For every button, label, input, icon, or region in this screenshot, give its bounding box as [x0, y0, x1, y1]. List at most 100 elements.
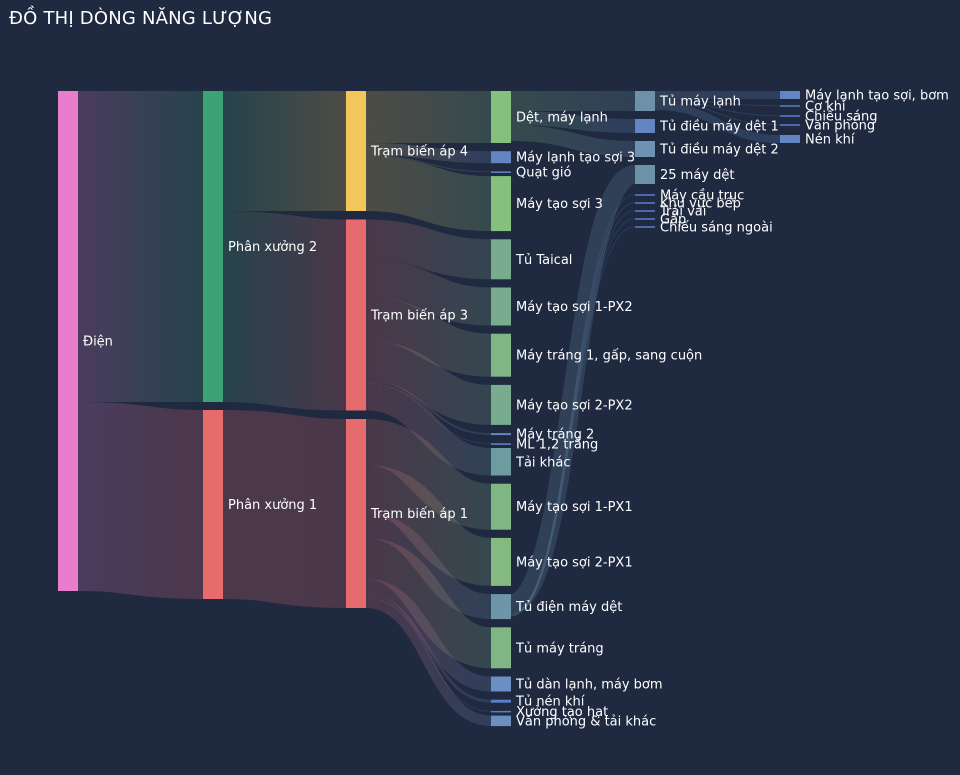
- sankey-node-nk[interactable]: [780, 135, 800, 143]
- sankey-link-tba1-tdl[interactable]: [365, 579, 492, 692]
- sankey-link-tdmd-gap[interactable]: [510, 218, 636, 616]
- sankey-node-label: Dệt, máy lạnh: [516, 111, 608, 126]
- sankey-node-label: Quạt gió: [516, 166, 572, 181]
- sankey-node-label: Chiếu sáng ngoài: [660, 221, 773, 236]
- sankey-link-tba1-mts2px1[interactable]: [364, 465, 493, 586]
- sankey-node-px1[interactable]: [203, 410, 223, 599]
- sankey-node-label: Máy tráng 1, gấp, sang cuộn: [516, 349, 702, 364]
- sankey-node-tmt[interactable]: [491, 627, 511, 669]
- sankey-node-label: Trạm biến áp 4: [370, 145, 468, 160]
- sankey-node-mct[interactable]: [635, 194, 655, 196]
- sankey-link-tba3-mt1[interactable]: [365, 297, 492, 377]
- sankey-link-tdmd-mct[interactable]: [510, 194, 636, 614]
- sankey-node-xth[interactable]: [491, 710, 511, 713]
- sankey-node-label: Máy cầu trục: [660, 189, 744, 204]
- sankey-link-tml-vph[interactable]: [654, 101, 781, 126]
- sankey-node-tdmd[interactable]: [491, 594, 511, 620]
- sankey-node-tba1[interactable]: [346, 419, 366, 608]
- sankey-link-tba1-tdmd[interactable]: [365, 513, 492, 620]
- sankey-node-label: Tủ máy tráng: [515, 641, 604, 656]
- sankey-link-tml-nk[interactable]: [654, 102, 781, 143]
- sankey-node-label: Máy lạnh tạo sợi 3: [516, 151, 635, 166]
- sankey-node-tba3[interactable]: [346, 219, 366, 411]
- sankey-link-tba3-mts1px2[interactable]: [365, 259, 492, 326]
- sankey-node-label: Xưởng tạo hạt: [516, 705, 608, 720]
- sankey-node-label: Tủ điện máy dệt: [515, 600, 622, 615]
- sankey-node-mlts3[interactable]: [491, 151, 511, 164]
- sankey-node-mltsb[interactable]: [780, 91, 800, 99]
- sankey-link-tba1-tnk[interactable]: [365, 594, 492, 703]
- sankey-node-ck[interactable]: [780, 105, 800, 107]
- sankey-node-label: Văn phòng & tải khác: [516, 714, 656, 729]
- sankey-node-cs[interactable]: [780, 115, 800, 117]
- sankey-node-mts1px1[interactable]: [491, 483, 511, 530]
- sankey-node-mts2px2[interactable]: [491, 384, 511, 425]
- chart-title: ĐỒ THỊ DÒNG NĂNG LƯỢNG: [9, 8, 273, 29]
- sankey-node-vph[interactable]: [780, 124, 800, 126]
- sankey-node-mt1[interactable]: [491, 333, 511, 377]
- sankey-node-tba4[interactable]: [346, 91, 366, 211]
- sankey-node-px2[interactable]: [203, 91, 223, 402]
- sankey-node-taikhac[interactable]: [491, 448, 511, 476]
- sankey-node-csn[interactable]: [635, 226, 655, 228]
- sankey-node-label: Tủ điều máy dệt 1: [659, 120, 779, 135]
- sankey-link-tba4-mlts3[interactable]: [365, 143, 492, 164]
- sankey-node-mt2[interactable]: [491, 433, 511, 436]
- sankey-node-label: Chiếu sáng: [805, 110, 878, 125]
- sankey-node-dien[interactable]: [58, 91, 78, 591]
- sankey-node-kvb[interactable]: [635, 202, 655, 204]
- sankey-node-label: Tủ nén khí: [515, 695, 585, 710]
- sankey-node-label: Phân xưởng 2: [228, 240, 317, 255]
- sankey-link-tdmd-csn[interactable]: [510, 226, 636, 617]
- sankey-node-tv[interactable]: [635, 210, 655, 212]
- sankey-node-taical[interactable]: [491, 239, 511, 280]
- sankey-node-mts1px2[interactable]: [491, 287, 511, 326]
- sankey-link-tba1-vp[interactable]: [365, 597, 492, 727]
- sankey-node-vp[interactable]: [491, 715, 511, 727]
- sankey-node-label: Nén khí: [805, 133, 855, 148]
- sankey-link-tba3-mts2px2[interactable]: [365, 340, 492, 425]
- sankey-node-d25[interactable]: [635, 165, 655, 184]
- sankey-link-px1-tba1[interactable]: [221, 410, 348, 608]
- sankey-node-label: Tủ Taical: [515, 253, 572, 268]
- sankey-node-tnk[interactable]: [491, 699, 511, 703]
- sankey-link-tba4-quat[interactable]: [365, 155, 492, 173]
- sankey-node-label: ML 1,2 trắng: [516, 438, 598, 453]
- sankey-node-label: Máy tạo sợi 2-PX1: [516, 555, 633, 570]
- sankey-node-tdl[interactable]: [491, 676, 511, 692]
- sankey-node-quat[interactable]: [491, 171, 511, 173]
- sankey-node-label: Trạm biến áp 3: [370, 309, 468, 324]
- sankey-link-tba1-tmt[interactable]: [364, 538, 493, 669]
- sankey-link-det-tdmd2[interactable]: [510, 125, 636, 157]
- sankey-node-mts3[interactable]: [491, 176, 511, 232]
- sankey-node-label: Cơ khí: [805, 100, 846, 115]
- sankey-link-tml-cs[interactable]: [654, 100, 781, 117]
- sankey-link-tdmd-d25[interactable]: [508, 165, 638, 614]
- sankey-link-tba3-mt2[interactable]: [365, 380, 492, 436]
- sankey-link-tdmd-kvb[interactable]: [510, 202, 636, 615]
- sankey-node-label: Phân xưởng 1: [228, 498, 317, 513]
- sankey-node-label: Trải vải: [659, 205, 706, 220]
- sankey-node-tdmd1[interactable]: [635, 119, 655, 133]
- sankey-link-tba4-mts3[interactable]: [365, 156, 492, 232]
- sankey-node-tml[interactable]: [635, 91, 655, 111]
- sankey-node-label: Máy tạo sợi 1-PX2: [516, 300, 633, 315]
- sankey-node-tdmd2[interactable]: [635, 141, 655, 157]
- sankey-node-mts2px1[interactable]: [491, 537, 511, 586]
- sankey-link-tba3-taikhac[interactable]: [365, 383, 492, 476]
- sankey-node-label: Máy tráng 2: [516, 428, 594, 443]
- sankey-link-tba1-mts1px1[interactable]: [364, 419, 493, 530]
- sankey-node-det[interactable]: [491, 91, 511, 143]
- sankey-link-px2-tba3[interactable]: [222, 211, 347, 411]
- sankey-node-label: Tủ dàn lạnh, máy bơm: [515, 678, 663, 693]
- sankey-link-dien-px1[interactable]: [77, 402, 204, 599]
- sankey-node-label: Tải khác: [515, 455, 571, 470]
- sankey-link-tml-ck[interactable]: [654, 99, 781, 107]
- sankey-link-det-tdmd1[interactable]: [510, 111, 636, 133]
- sankey-node-label: Điện: [83, 335, 113, 350]
- sankey-node-ml12[interactable]: [491, 443, 511, 445]
- sankey-link-tdmd-tv[interactable]: [510, 210, 636, 616]
- sankey-node-gap[interactable]: [635, 218, 655, 220]
- sankey-link-tba3-taical[interactable]: [365, 219, 492, 280]
